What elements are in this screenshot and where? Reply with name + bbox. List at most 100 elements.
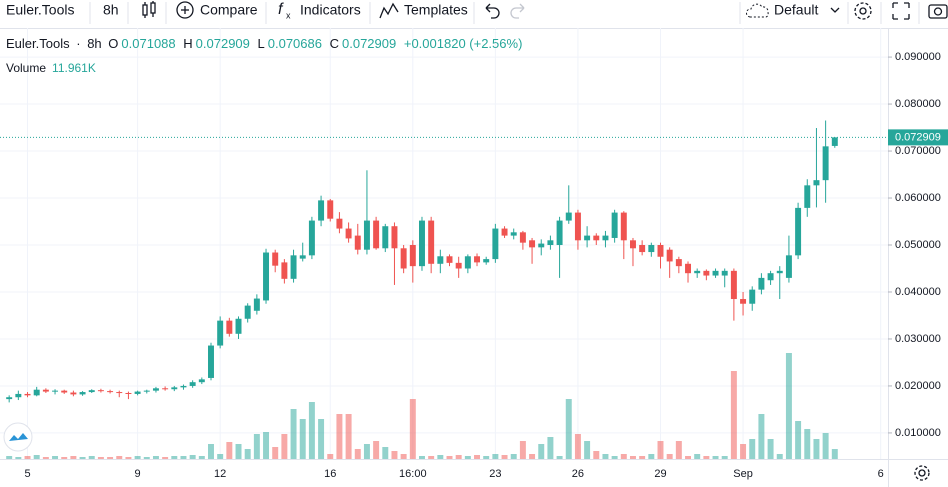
candle-body — [363, 220, 370, 250]
layout-chevron[interactable] — [830, 7, 840, 13]
volume-bar — [648, 454, 655, 459]
interval-button[interactable]: 8h — [103, 2, 119, 18]
redo-button[interactable] — [510, 3, 525, 19]
y-tick-label: 0.020000 — [895, 380, 941, 392]
compare-icon[interactable] — [176, 1, 194, 19]
candle-body — [15, 393, 22, 398]
volume-bar — [785, 353, 792, 459]
volume-bar — [152, 456, 159, 459]
candle-body — [24, 393, 31, 396]
volume-bar — [611, 456, 618, 459]
candle-body — [198, 379, 205, 383]
candle-body — [235, 318, 242, 334]
volume-pane — [6, 353, 838, 459]
volume-bar — [208, 444, 214, 459]
volume-bar — [455, 455, 462, 459]
candle-body — [290, 255, 297, 279]
undo-button[interactable] — [485, 3, 500, 19]
volume-bar — [492, 454, 499, 459]
volume-bar — [584, 441, 591, 459]
indicators-button[interactable]: Indicators — [300, 2, 361, 18]
volume-bar — [299, 419, 306, 459]
tradingview-logo[interactable] — [3, 422, 33, 452]
volume-bar — [79, 457, 86, 459]
candle-body — [501, 228, 508, 236]
volume-bar — [409, 399, 416, 459]
volume-bar — [740, 444, 747, 459]
volume-bar — [198, 456, 205, 459]
legend-close-letter: C — [329, 36, 339, 51]
y-tick-label: 0.070000 — [895, 145, 941, 157]
volume-bar — [501, 455, 508, 459]
candle-body — [143, 390, 150, 392]
candle-body — [749, 289, 756, 304]
volume-bar — [88, 456, 95, 459]
templates-button[interactable]: Templates — [404, 2, 468, 18]
x-tick-label: 29 — [654, 468, 666, 480]
candle-body — [519, 232, 526, 243]
volume-bar — [556, 456, 563, 459]
fullscreen-button[interactable] — [892, 2, 910, 20]
legend: Euler.Tools · 8h O 0.071088 H 0.072909 L 0.… — [6, 36, 526, 51]
candle-body — [474, 256, 481, 263]
legend-close: 0.072909 — [342, 36, 397, 51]
volume-bar — [666, 454, 673, 459]
settings-button[interactable] — [854, 2, 872, 20]
candle-body — [171, 387, 178, 390]
candle-body — [547, 240, 554, 246]
candle-body — [162, 388, 169, 390]
volume-bar — [519, 441, 526, 459]
cloud-icon[interactable] — [746, 3, 769, 18]
symbol-button[interactable]: Euler.Tools — [6, 2, 74, 18]
candle-body — [299, 255, 306, 259]
volume-bar — [464, 456, 471, 459]
legend-symbol: Euler.Tools — [6, 36, 70, 51]
volume-bar — [116, 456, 123, 459]
candle-body — [180, 385, 187, 388]
volume-bar — [510, 454, 517, 459]
indicators-icon[interactable]: x — [286, 10, 291, 20]
candle-body — [529, 240, 536, 248]
volume-bar — [474, 455, 481, 459]
candle-body — [116, 392, 123, 394]
compare-button[interactable]: Compare — [200, 2, 258, 18]
volume-bar — [446, 456, 453, 459]
x-tick-label: 9 — [135, 468, 141, 480]
candle-body — [281, 262, 288, 279]
snapshot-button[interactable] — [928, 4, 948, 19]
legend-dot: · — [76, 36, 81, 51]
volume-bar — [685, 456, 691, 459]
volume-bar — [795, 421, 802, 459]
y-tick-label: 0.090000 — [895, 51, 941, 63]
y-tick-label: 0.060000 — [895, 192, 941, 204]
volume-bar — [42, 457, 49, 459]
candle-body — [639, 245, 646, 253]
volume-bar — [593, 451, 600, 459]
candle-body — [556, 220, 563, 246]
volume-title: Volume — [6, 61, 47, 75]
legend-change: +0.001820 (+2.56%) — [403, 36, 523, 51]
volume-bar — [272, 447, 279, 459]
indicators-icon[interactable]: f — [278, 1, 284, 18]
y-tick-label: 0.010000 — [895, 427, 941, 439]
volume-bar — [391, 451, 398, 459]
volume-bar — [263, 432, 270, 459]
x-tick-label: 23 — [489, 468, 501, 480]
candle-body — [354, 235, 361, 250]
templates-icon[interactable] — [379, 2, 399, 19]
candle-body — [675, 259, 682, 267]
layout-button[interactable]: Default — [774, 2, 818, 18]
candle-body — [107, 391, 114, 393]
candle-body — [400, 248, 407, 269]
candle-body — [602, 235, 609, 241]
time-axis-settings[interactable] — [914, 465, 930, 481]
candle-body — [226, 320, 233, 334]
candle-body — [538, 243, 545, 248]
candle-body — [730, 270, 737, 300]
volume-bar — [318, 419, 325, 459]
legend-low: 0.070686 — [267, 36, 322, 51]
volume-bar — [712, 456, 719, 459]
y-tick-label: 0.030000 — [895, 333, 941, 345]
chart-type-button[interactable] — [142, 1, 156, 18]
candle-body — [52, 390, 59, 392]
